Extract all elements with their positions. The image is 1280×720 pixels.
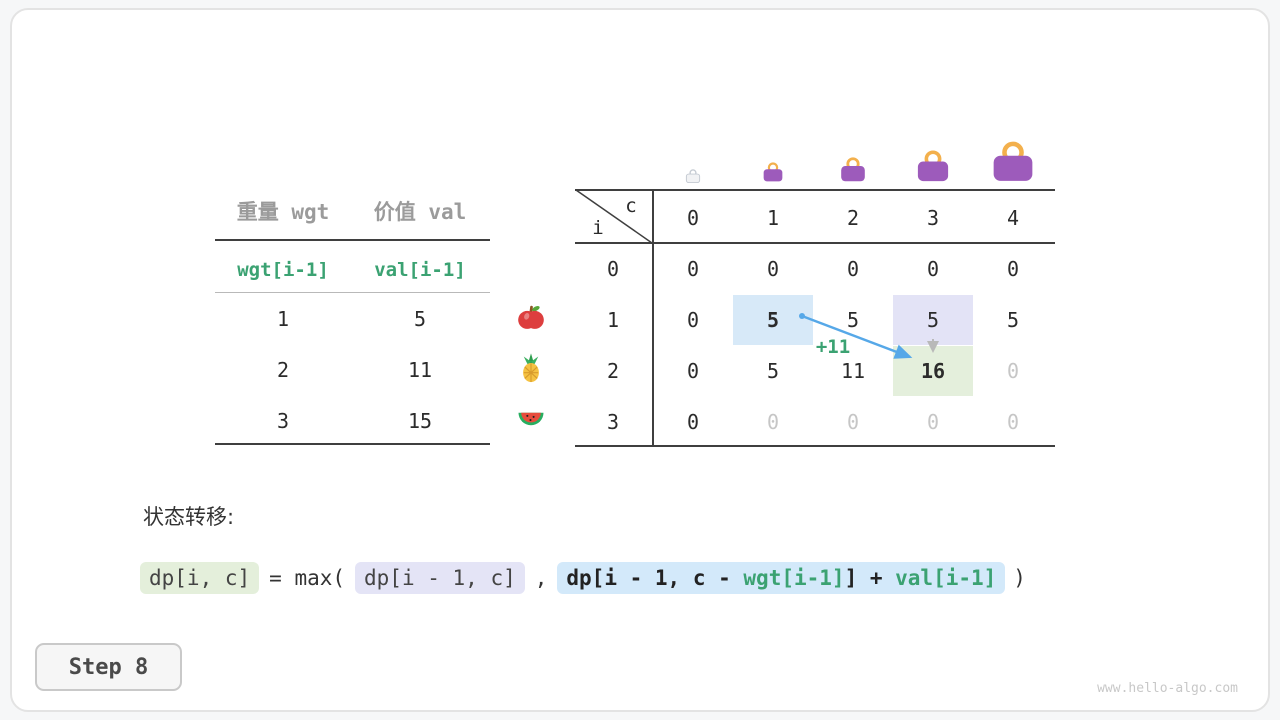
dp-cell: 0	[846, 257, 860, 281]
dp-cell-option: 5	[926, 308, 940, 332]
dp-cell-current: 16	[920, 359, 946, 383]
items-formula-val: val[i-1]	[374, 259, 466, 281]
items-table-line-bottom	[215, 443, 490, 445]
dp-cell: 0	[926, 257, 940, 281]
pineapple-icon	[519, 353, 544, 387]
dp-cell: 0	[686, 359, 700, 383]
formula-option2-prefix: dp[i - 1, c -	[566, 566, 744, 590]
apple-icon	[518, 304, 545, 335]
item-val: 15	[407, 409, 433, 433]
items-table-line-mid	[215, 292, 490, 293]
dp-cell: 5	[766, 359, 780, 383]
figure-card	[10, 8, 1270, 712]
dp-col-header: 4	[1006, 206, 1020, 230]
formula-option2-val: val[i-1]	[895, 566, 997, 590]
transition-label: 状态转移:	[143, 505, 235, 529]
bag-icon-capacity-0	[685, 168, 701, 187]
bag-icon-capacity-1	[762, 162, 784, 186]
item-val: 11	[407, 358, 433, 382]
bag-icon-capacity-2	[839, 157, 867, 186]
dp-cell: 0	[686, 257, 700, 281]
dp-cell-source: 5	[766, 308, 780, 332]
step-badge: Step 8	[35, 643, 182, 691]
dp-cell: 0	[926, 410, 940, 434]
formula-option2: dp[i - 1, c - wgt[i-1]] + val[i-1]	[557, 562, 1006, 594]
dp-col-header: 3	[926, 206, 940, 230]
dp-col-header: 0	[686, 206, 700, 230]
dp-cell: 5	[1006, 308, 1020, 332]
formula-option2-wgt: wgt[i-1]	[743, 566, 845, 590]
transition-annotation: +11	[815, 336, 851, 358]
formula-lhs: dp[i, c]	[140, 562, 260, 594]
dp-cell: 0	[1006, 410, 1020, 434]
highlight-cell-blue	[733, 295, 813, 345]
dp-cell: 0	[1006, 359, 1020, 383]
corner-col-label: c	[625, 195, 637, 217]
formula-option1: dp[i - 1, c]	[355, 562, 525, 594]
dp-cell: 0	[846, 410, 860, 434]
items-table-line-top	[215, 239, 490, 241]
dp-cell: 11	[840, 359, 866, 383]
transition-formula: dp[i, c] = max( dp[i - 1, c] , dp[i - 1,…	[140, 562, 1026, 594]
bag-icon-capacity-4	[990, 141, 1036, 186]
dp-cell: 5	[846, 308, 860, 332]
item-wgt: 2	[276, 358, 290, 382]
dp-row-header: 1	[606, 308, 620, 332]
dp-line-bottom	[575, 445, 1055, 447]
formula-option2-mid: ] +	[844, 566, 896, 590]
dp-col-header: 2	[846, 206, 860, 230]
dp-cell: 0	[1006, 257, 1020, 281]
dp-cell: 0	[686, 410, 700, 434]
dp-row-header: 2	[606, 359, 620, 383]
item-wgt: 1	[276, 307, 290, 331]
item-wgt: 3	[276, 409, 290, 433]
dp-line-vertical	[652, 189, 654, 447]
corner-row-label: i	[592, 217, 604, 239]
dp-line-header	[575, 242, 1055, 244]
dp-cell: 0	[686, 308, 700, 332]
dp-cell: 0	[766, 257, 780, 281]
items-formula-wgt: wgt[i-1]	[237, 259, 329, 281]
dp-row-header: 3	[606, 410, 620, 434]
formula-close: )	[1013, 566, 1026, 590]
items-col-header-val: 价值 val	[373, 200, 467, 224]
formula-separator: ,	[534, 566, 548, 590]
dp-line-top	[575, 189, 1055, 191]
item-val: 5	[413, 307, 427, 331]
watermelon-icon	[517, 407, 545, 436]
watermark: www.hello-algo.com	[1097, 681, 1238, 696]
dp-row-header: 0	[606, 257, 620, 281]
bag-icon-capacity-3	[915, 150, 951, 186]
dp-col-header: 1	[766, 206, 780, 230]
items-col-header-wgt: 重量 wgt	[236, 200, 330, 224]
formula-operator: = max(	[269, 566, 346, 590]
dp-cell: 0	[766, 410, 780, 434]
